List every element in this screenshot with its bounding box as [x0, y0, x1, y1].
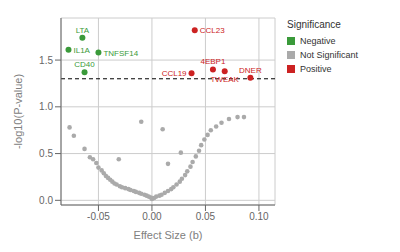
svg-text:4EBP1: 4EBP1	[200, 57, 225, 66]
svg-text:TWEAK: TWEAK	[210, 75, 239, 84]
html-text:Positive: Positive	[300, 64, 332, 74]
svg-text:0.05: 0.05	[196, 211, 216, 222]
svg-text:1.5: 1.5	[39, 55, 53, 66]
svg-text:CCL19: CCL19	[162, 69, 187, 78]
svg-text:0.5: 0.5	[39, 148, 53, 159]
svg-text:CD40: CD40	[74, 60, 95, 69]
svg-text:Effect Size (b): Effect Size (b)	[134, 229, 203, 241]
svg-text:-log10(P-value): -log10(P-value)	[12, 74, 24, 149]
svg-text:TNFSF14: TNFSF14	[103, 49, 138, 58]
svg-text:-0.05: -0.05	[87, 211, 110, 222]
html-text:Significance: Significance	[287, 19, 341, 30]
svg-text:1.0: 1.0	[39, 101, 53, 112]
svg-text:0.00: 0.00	[142, 211, 162, 222]
html-text:Negative: Negative	[300, 36, 336, 46]
svg-text:0.10: 0.10	[249, 211, 269, 222]
svg-text:CCL23: CCL23	[200, 26, 225, 35]
svg-text:IL1A: IL1A	[73, 46, 90, 55]
svg-text:DNER: DNER	[239, 66, 262, 75]
svg-text:LTA: LTA	[76, 26, 90, 35]
svg-text:0.0: 0.0	[39, 195, 53, 206]
html-text:Not Significant: Not Significant	[300, 50, 358, 60]
